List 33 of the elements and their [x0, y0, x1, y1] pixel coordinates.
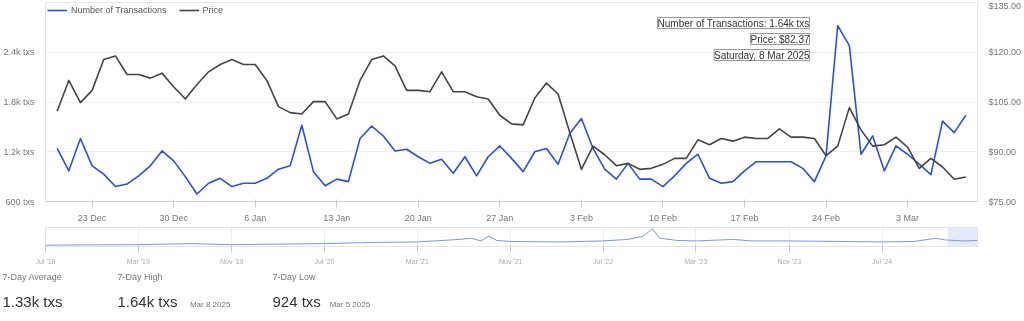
text: 1.64k txs	[117, 292, 178, 310]
legend-label: Price	[202, 5, 224, 15]
annotation: Price: $82.37	[750, 33, 810, 45]
x-tick-label: 3 Feb	[569, 212, 593, 223]
text: 7-Day Average	[2, 271, 62, 282]
y2-tick-label: $90.00	[988, 146, 1017, 157]
x-tick-label: 6 Jan	[244, 212, 267, 223]
y-tick-label: 1.2k txs	[3, 146, 35, 157]
x-tick-label: 17 Feb	[730, 212, 759, 223]
x-tick-label: 13 Jan	[323, 212, 351, 223]
x-tick-label: 30 Dec	[159, 212, 189, 223]
text: 924 txs	[272, 292, 321, 310]
legend-label: Number of Transactions	[71, 5, 167, 15]
x-tick-label: 23 Dec	[77, 212, 107, 223]
y-tick-label: 2.4k txs	[3, 47, 35, 58]
x-tick-label: 3 Mar	[896, 212, 920, 223]
x-tick-label: 20 Jan	[404, 212, 432, 223]
x-tick-label: 24 Feb	[812, 212, 841, 223]
y2-tick-label: $75.00	[988, 196, 1017, 207]
annotation: Saturday, 8 Mar 2025	[714, 49, 810, 61]
text: Mar 8 2025	[189, 299, 231, 309]
y-tick-label: 1.8k txs	[3, 97, 35, 107]
x-tick-label: 10 Feb	[648, 212, 677, 223]
text: 1.33k txs	[2, 292, 63, 310]
y2-tick-label: $120.00	[988, 47, 1022, 58]
y-tick-label: 600 txs	[5, 196, 35, 207]
x-tick-label: 27 Jan	[486, 212, 514, 223]
y2-tick-label: $135.00	[988, 0, 1022, 11]
text: 7-Day High	[117, 271, 163, 282]
annotation: Number of Transactions: 1.64k txs	[657, 17, 810, 29]
text: 7-Day Low	[272, 271, 317, 282]
text: Mar 5 2025	[329, 299, 371, 309]
y2-tick-label: $105.00	[988, 97, 1022, 107]
